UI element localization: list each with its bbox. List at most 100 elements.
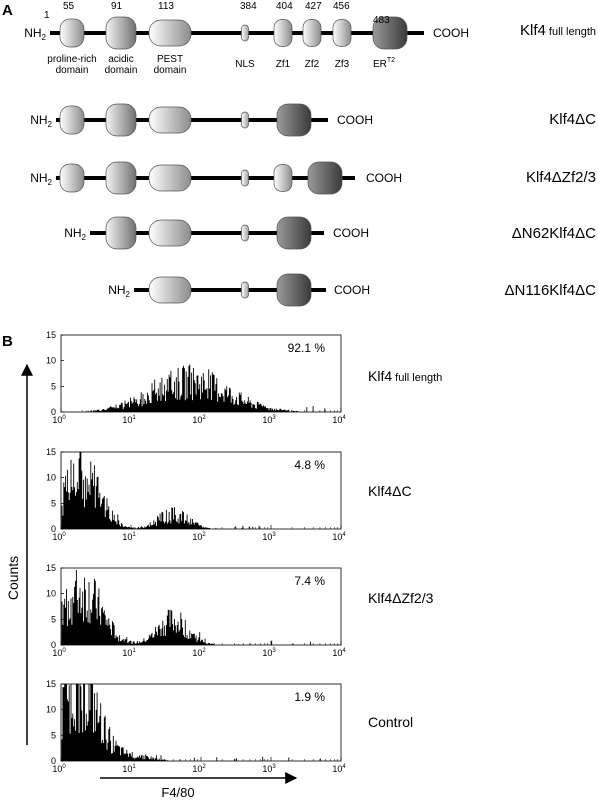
construct-name-0: Klf4 full length — [520, 22, 596, 39]
domain-2-5 — [307, 161, 343, 195]
domain-1-0 — [59, 105, 85, 135]
domain-1-3 — [241, 111, 249, 129]
y-tick-label-0-0: 0 — [51, 407, 56, 417]
position-427: 427 — [305, 1, 322, 12]
label-zf1: Zf1 — [276, 59, 291, 70]
x-tick-label-1-3: 103 — [262, 532, 276, 542]
x-tick-label-3-2: 102 — [192, 764, 206, 774]
domain-0-7 — [372, 16, 408, 50]
position-384: 384 — [240, 1, 257, 12]
y-tick-label-3-3: 15 — [46, 679, 56, 689]
domain-2-3 — [241, 169, 249, 187]
position-456: 456 — [333, 1, 350, 12]
domain-0-0 — [59, 18, 85, 48]
histogram-bars-3 — [61, 684, 321, 761]
domain-1-1 — [105, 103, 137, 137]
nh2-label-0: NH2 — [24, 26, 46, 42]
label-nls: NLS — [235, 59, 255, 70]
x-tick-label-0-2: 102 — [192, 415, 206, 425]
label-proline-rich-domain: domain — [56, 65, 89, 76]
nh2-label-1: NH2 — [30, 113, 52, 129]
x-tick-label-2-1: 101 — [122, 648, 136, 658]
y-tick-label-2-2: 10 — [46, 589, 56, 599]
percent-label-2: 7.4 % — [294, 574, 325, 588]
construct-name-2: Klf4ΔZf2/3 — [526, 169, 596, 186]
position-91: 91 — [111, 1, 123, 12]
series-label-3: Control — [368, 714, 413, 730]
y-tick-label-3-0: 0 — [51, 756, 56, 766]
cooh-label-0: COOH — [433, 26, 469, 40]
nh2-label-3: NH2 — [64, 226, 86, 242]
nh2-label-4: NH2 — [108, 283, 130, 299]
domain-1-4 — [276, 103, 312, 137]
construct-name-1: Klf4ΔC — [549, 111, 596, 128]
x-tick-label-3-4: 104 — [332, 764, 346, 774]
x-tick-label-1-4: 104 — [332, 532, 346, 542]
nh2-label-2: NH2 — [30, 171, 52, 187]
label-proline-rich: proline-rich — [47, 54, 96, 65]
label-er: ERT2 — [373, 57, 395, 70]
domain-4-2 — [276, 273, 312, 307]
domain-2-1 — [105, 161, 137, 195]
x-tick-label-1-1: 101 — [122, 532, 136, 542]
domain-2-0 — [59, 163, 85, 193]
label-pest: PEST — [157, 54, 183, 65]
x-tick-label-0-0: 100 — [52, 415, 66, 425]
domain-0-2 — [148, 19, 192, 47]
cooh-label-4: COOH — [334, 283, 370, 297]
panel-b-label: B — [2, 333, 13, 350]
y-tick-label-3-2: 10 — [46, 705, 56, 715]
x-tick-label-2-2: 102 — [192, 648, 206, 658]
position-1: 1 — [44, 10, 50, 21]
y-tick-label-2-0: 0 — [51, 640, 56, 650]
position-483: 483 — [373, 15, 390, 26]
position-55: 55 — [63, 1, 75, 12]
x-tick-label-0-4: 104 — [332, 415, 346, 425]
x-tick-label-0-3: 103 — [262, 415, 276, 425]
y-tick-label-0-3: 15 — [46, 330, 56, 340]
label-zf3: Zf3 — [335, 59, 350, 70]
label-acidic: acidic — [108, 54, 134, 65]
label-acidic-domain: domain — [105, 65, 138, 76]
series-label-2: Klf4ΔZf2/3 — [368, 590, 434, 606]
domain-0-3 — [241, 24, 249, 42]
histogram-bars-2 — [61, 570, 311, 645]
series-label-0: Klf4 full length — [368, 368, 442, 384]
cooh-label-1: COOH — [337, 113, 373, 127]
label-zf2: Zf2 — [305, 59, 320, 70]
domain-3-1 — [148, 219, 192, 247]
domain-4-0 — [148, 276, 192, 304]
cooh-label-2: COOH — [366, 171, 402, 185]
histogram-bars-0 — [85, 364, 326, 412]
domain-4-1 — [241, 281, 249, 299]
y-tick-label-1-0: 0 — [51, 524, 56, 534]
domain-3-3 — [276, 216, 312, 250]
label-pest-domain: domain — [154, 65, 187, 76]
y-tick-label-0-1: 5 — [51, 381, 56, 391]
position-404: 404 — [276, 1, 293, 12]
x-tick-label-1-0: 100 — [52, 532, 66, 542]
y-tick-label-1-3: 15 — [46, 447, 56, 457]
domain-3-0 — [105, 216, 137, 250]
x-tick-label-2-4: 104 — [332, 648, 346, 658]
construct-diagram: NH2 COOH Klf4 full length NH2 COOH Klf4ΔC NH2 C… — [24, 1, 597, 307]
domain-1-2 — [148, 106, 192, 134]
y-tick-label-1-2: 10 — [46, 473, 56, 483]
cooh-label-3: COOH — [333, 226, 369, 240]
y-tick-label-3-1: 5 — [51, 730, 56, 740]
x-tick-label-3-0: 100 — [52, 764, 66, 774]
domain-0-5 — [302, 19, 322, 47]
counts-axis-label: Counts — [5, 556, 21, 600]
x-tick-label-2-0: 100 — [52, 648, 66, 658]
domain-2-4 — [273, 164, 293, 192]
domain-0-4 — [273, 19, 293, 47]
domain-0-1 — [105, 16, 137, 50]
construct-name-4: ΔN116Klf4ΔC — [505, 282, 597, 299]
histogram-bars-1 — [61, 452, 260, 529]
f480-axis-label: F4/80 — [161, 785, 194, 800]
construct-name-3: ΔN62Klf4ΔC — [512, 225, 596, 242]
y-tick-label-1-1: 5 — [51, 498, 56, 508]
y-tick-label-2-3: 15 — [46, 563, 56, 573]
x-tick-label-0-1: 101 — [122, 415, 136, 425]
